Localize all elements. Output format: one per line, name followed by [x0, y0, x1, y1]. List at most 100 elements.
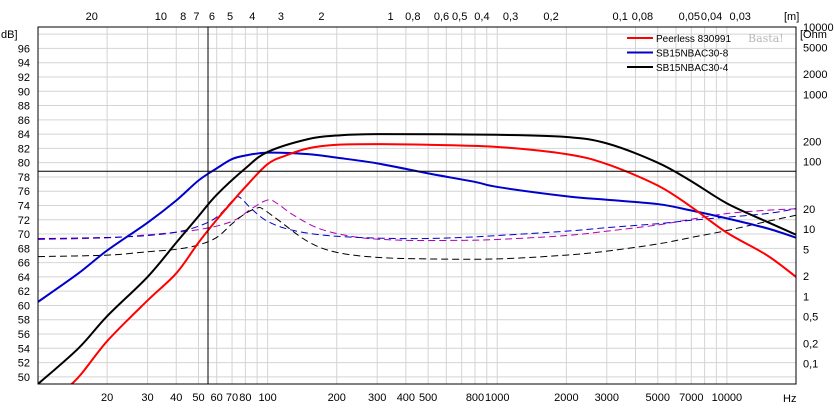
y2-tick-label: 100 — [803, 157, 821, 169]
x-tick-label: 3000 — [595, 392, 619, 404]
y-tick-labels: 50 52 54 56 58 60 62 64 66 68 70 72 74 76 78 80 82 84 86 88… — [18, 43, 30, 383]
x-tick-label: 10000 — [712, 392, 743, 404]
y2-tick-label: 10000 — [803, 22, 834, 34]
spl-curve-2 — [38, 133, 796, 384]
y-tick-label: 94 — [18, 58, 30, 70]
y-tick-label: 74 — [18, 201, 30, 213]
impedance-curve-5 — [38, 206, 796, 260]
x-tick-label: 200 — [328, 392, 346, 404]
y2-tick-label: 5000 — [803, 42, 827, 54]
y-tick-label: 66 — [18, 258, 30, 270]
x-tick-label: 100 — [258, 392, 276, 404]
y2-tick-label: 10 — [803, 224, 815, 236]
y2-tick-label: 2000 — [803, 69, 827, 81]
y2-tick-label: 20 — [803, 204, 815, 216]
top-tick-label: 2 — [318, 11, 324, 23]
x-tick-label: 400 — [397, 392, 415, 404]
top-tick-label: 0,8 — [405, 11, 420, 23]
y2-tick-label: 5 — [803, 244, 809, 256]
y-tick-label: 50 — [18, 372, 30, 384]
x-tick-label: 2000 — [554, 392, 578, 404]
spl-curve-0 — [69, 143, 796, 384]
x-tick-label: 30 — [141, 392, 153, 404]
top-tick-label: 0,03 — [730, 11, 751, 23]
y2-tick-labels: 0,1 0,2 0,5 1 2 5 10 20 100 200 1000 2000 5000 10000 — [803, 22, 834, 371]
x-tick-label: 40 — [170, 392, 182, 404]
bottom-axis-label: Hz — [783, 393, 796, 405]
y-tick-label: 82 — [18, 143, 30, 155]
y-tick-label: 76 — [18, 186, 30, 198]
top-tick-label: 0,08 — [632, 11, 653, 23]
y-tick-label: 62 — [18, 286, 30, 298]
top-axis-label: [m] — [784, 11, 799, 23]
x-tick-label: 80 — [239, 392, 251, 404]
y-tick-label: 90 — [18, 86, 30, 98]
impedance-curve-4 — [38, 196, 796, 240]
x-tick-label: 800 — [466, 392, 484, 404]
cursor-crosshair — [38, 27, 796, 384]
top-tick-label: 0,4 — [474, 11, 489, 23]
x-tick-label: 300 — [368, 392, 386, 404]
top-tick-label: 0,3 — [503, 11, 518, 23]
y2-tick-label: 0,5 — [803, 312, 818, 324]
top-tick-label: 8 — [180, 11, 186, 23]
left-axis-label: dB] — [1, 29, 18, 41]
top-tick-label: 4 — [249, 11, 255, 23]
x-tick-label: 70 — [226, 392, 238, 404]
x-tick-label: 60 — [211, 392, 223, 404]
top-tick-label: 1 — [387, 11, 393, 23]
y2-tick-label: 0,1 — [803, 359, 818, 371]
legend-label: Peerless 830991 — [656, 34, 731, 45]
y-tick-label: 58 — [18, 315, 30, 327]
x-tick-labels: 20 30 40 50 60 70 80 100 200 300 400 500 800 1000 2000… — [101, 392, 742, 404]
plot-frame — [37, 26, 797, 385]
top-tick-labels: 20 10 8 7 6 5 4 3 2 1 0,8 0,6 0,5 0,4 0,3 0,2 0,1 0,08 0,0… — [86, 11, 751, 23]
y-tick-label: 68 — [18, 243, 30, 255]
legend-label: SB15NBAC30-8 — [656, 49, 729, 60]
y-tick-label: 54 — [18, 343, 30, 355]
top-tick-label: 10 — [155, 11, 167, 23]
spl-curve-1 — [38, 151, 796, 303]
right-axis-label: [Ohm — [800, 29, 827, 41]
x-tick-label: 500 — [419, 392, 437, 404]
y2-tick-label: 2 — [803, 271, 809, 283]
top-tick-label: 3 — [278, 11, 284, 23]
y-tick-label: 88 — [18, 101, 30, 113]
legend-label: SB15NBAC30-4 — [656, 63, 729, 74]
y-tick-label: 64 — [18, 272, 30, 284]
y-tick-label: 86 — [18, 115, 30, 127]
top-tick-label: 0,5 — [452, 11, 467, 23]
y-tick-label: 52 — [18, 358, 30, 370]
top-tick-label: 6 — [209, 11, 215, 23]
y-tick-label: 72 — [18, 215, 30, 227]
top-tick-label: 5 — [227, 11, 233, 23]
top-tick-label: 0,05 — [679, 11, 700, 23]
y2-tick-label: 1000 — [803, 89, 827, 101]
y-tick-label: 60 — [18, 300, 30, 312]
x-tick-label: 7000 — [679, 392, 703, 404]
horizontal-gridlines — [38, 33, 796, 378]
y-tick-label: 96 — [18, 43, 30, 55]
x-tick-label: 1000 — [485, 392, 509, 404]
top-tick-label: 0,6 — [434, 11, 449, 23]
y-tick-label: 84 — [18, 129, 30, 141]
watermark: Basta! — [748, 32, 784, 45]
x-tick-label: 20 — [101, 392, 113, 404]
y2-tick-label: 200 — [803, 136, 821, 148]
top-tick-label: 7 — [193, 11, 199, 23]
top-tick-label: 0,2 — [543, 11, 558, 23]
y2-tick-label: 1 — [803, 291, 809, 303]
top-tick-label: 20 — [86, 11, 98, 23]
y2-tick-label: 0,2 — [803, 338, 818, 350]
x-tick-label: 5000 — [646, 392, 670, 404]
y-tick-label: 92 — [18, 72, 30, 84]
y-tick-label: 70 — [18, 229, 30, 241]
y-tick-label: 56 — [18, 329, 30, 341]
y-tick-label: 80 — [18, 158, 30, 170]
legend: Peerless 830991 SB15NBAC30-8 SB15NBAC30-4 — [627, 34, 731, 74]
curves — [38, 133, 796, 384]
top-tick-label: 0,1 — [613, 11, 628, 23]
y-tick-label: 78 — [18, 172, 30, 184]
top-tick-label: 0,04 — [701, 11, 722, 23]
